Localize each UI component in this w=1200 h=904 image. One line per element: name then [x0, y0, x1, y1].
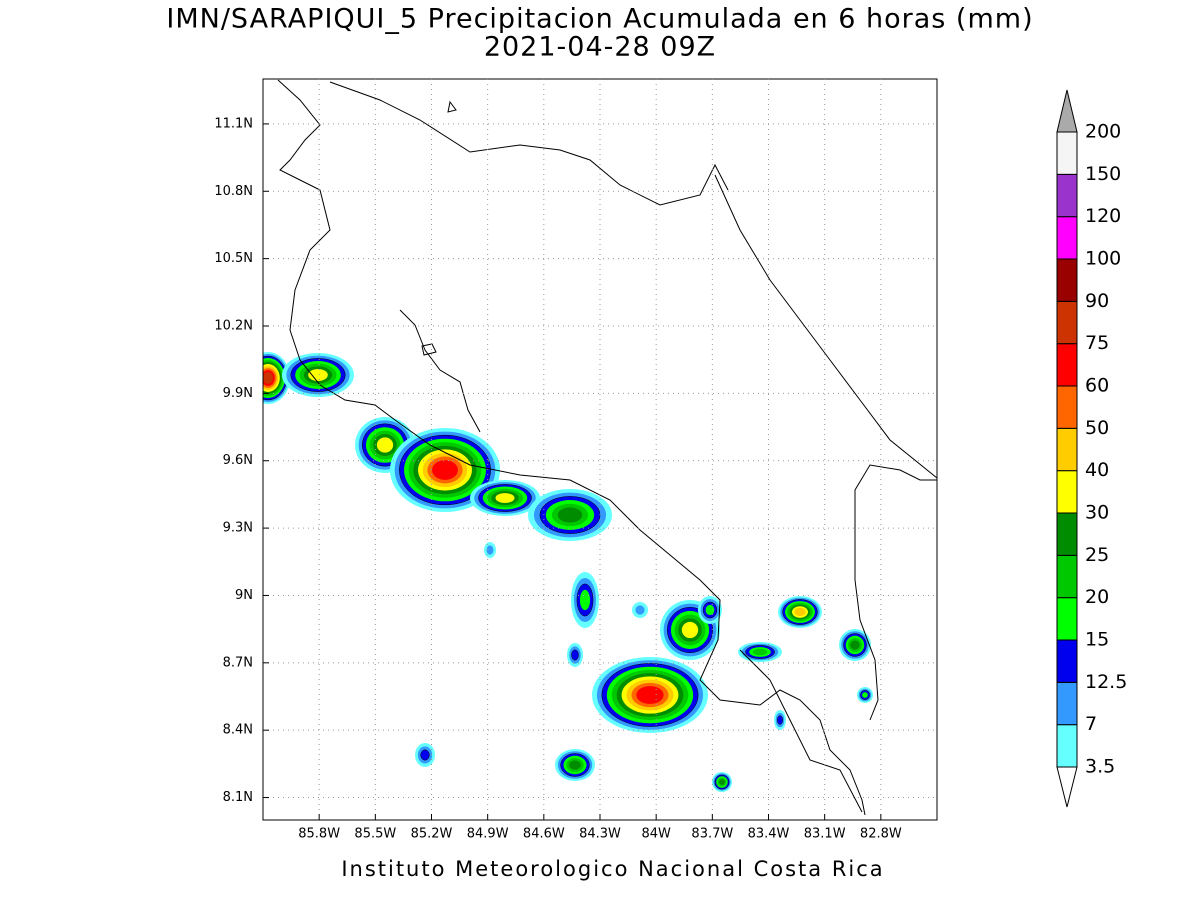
colorbar-box: [1056, 258, 1078, 302]
rain-contour: [557, 507, 583, 523]
colorbar-label: 200: [1085, 121, 1121, 143]
colorbar-box: [1056, 597, 1078, 641]
rain-contour: [705, 604, 715, 616]
subtitle: 2021-04-28 09Z: [484, 32, 716, 63]
rain-contour: [635, 605, 645, 615]
colorbar-box: [1056, 639, 1078, 683]
x-tick-label: 83.7W: [691, 827, 733, 842]
colorbar-box: [1056, 554, 1078, 599]
x-tick-label: 82.8W: [860, 827, 902, 842]
rain-contour: [794, 607, 806, 617]
rain-contour: [752, 648, 768, 656]
colorbar-box: [1056, 512, 1078, 556]
colorbar-box: [1056, 300, 1078, 345]
rain-contour: [308, 369, 328, 381]
colorbar-label: 75: [1085, 332, 1109, 354]
x-tick-label: 85.5W: [354, 827, 396, 842]
rain-field: [263, 352, 873, 792]
x-tick-label: 85.8W: [298, 827, 340, 842]
rain-contour: [579, 589, 591, 611]
x-tick-label: 84.9W: [467, 827, 509, 842]
colorbar-label: 25: [1085, 544, 1109, 566]
y-tick-label: 10.2N: [214, 319, 253, 334]
colorbar-label: 50: [1085, 417, 1109, 439]
colorbar-over: [1056, 89, 1078, 133]
footer: Instituto Meteorologico Nacional Costa R…: [341, 857, 884, 881]
colorbar-label: 120: [1085, 205, 1121, 227]
rain-contour: [719, 779, 725, 785]
rain-contour: [376, 437, 394, 453]
colorbar-label: 90: [1085, 290, 1109, 312]
y-tick-label: 10.5N: [214, 251, 253, 266]
colorbar-label: 40: [1085, 459, 1109, 481]
colorbar-box: [1056, 470, 1078, 514]
colorbar-box: [1056, 343, 1078, 387]
rain-contour: [850, 640, 860, 650]
colorbar-label: 3.5: [1085, 756, 1115, 778]
rain-contour: [420, 749, 430, 761]
rain-contour: [777, 715, 783, 725]
x-tick-label: 84.3W: [579, 827, 621, 842]
colorbar-label: 150: [1085, 163, 1121, 185]
rain-contour: [569, 760, 581, 770]
y-tick-label: 9.6N: [223, 453, 253, 468]
y-tick-label: 10.8N: [214, 184, 253, 199]
colorbar-box: [1056, 131, 1078, 175]
colorbar-box: [1056, 385, 1078, 429]
y-tick-label: 9.9N: [223, 386, 253, 401]
colorbar-under: [1056, 766, 1078, 808]
rain-contour: [263, 372, 273, 384]
colorbar-box: [1056, 724, 1078, 768]
colorbar-box: [1056, 427, 1078, 472]
rain-contour: [486, 545, 494, 555]
colorbar-label: 30: [1085, 502, 1109, 524]
colorbar-label: 60: [1085, 375, 1109, 397]
y-tick-label: 9N: [235, 588, 253, 603]
rain-contour: [636, 686, 664, 704]
colorbar-label: 7: [1085, 713, 1097, 735]
title: IMN/SARAPIQUI_5 Precipitacion Acumulada …: [166, 4, 1033, 35]
x-tick-label: 83.1W: [804, 827, 846, 842]
x-tick-label: 83.4W: [748, 827, 790, 842]
colorbar-label: 15: [1085, 629, 1109, 651]
y-tick-label: 9.3N: [223, 521, 253, 536]
y-tick-label: 11.1N: [214, 116, 253, 131]
rain-contour: [432, 460, 458, 480]
colorbar-label: 100: [1085, 248, 1121, 270]
colorbar-box: [1056, 216, 1078, 260]
colorbar-label: 12.5: [1085, 671, 1127, 693]
y-tick-label: 8.4N: [223, 723, 253, 738]
x-tick-label: 84.6W: [523, 827, 565, 842]
coastlines: [277, 79, 937, 816]
y-tick-label: 8.1N: [223, 790, 253, 805]
rain-contour: [571, 649, 579, 661]
y-tick-label: 8.7N: [223, 655, 253, 670]
colorbar-box: [1056, 173, 1078, 218]
colorbar-label: 20: [1085, 586, 1109, 608]
rain-contour: [495, 493, 515, 503]
x-tick-label: 84W: [641, 827, 671, 842]
rain-contour: [862, 692, 868, 698]
x-tick-label: 85.2W: [411, 827, 453, 842]
rain-contour: [681, 621, 699, 639]
colorbar-box: [1056, 681, 1078, 726]
